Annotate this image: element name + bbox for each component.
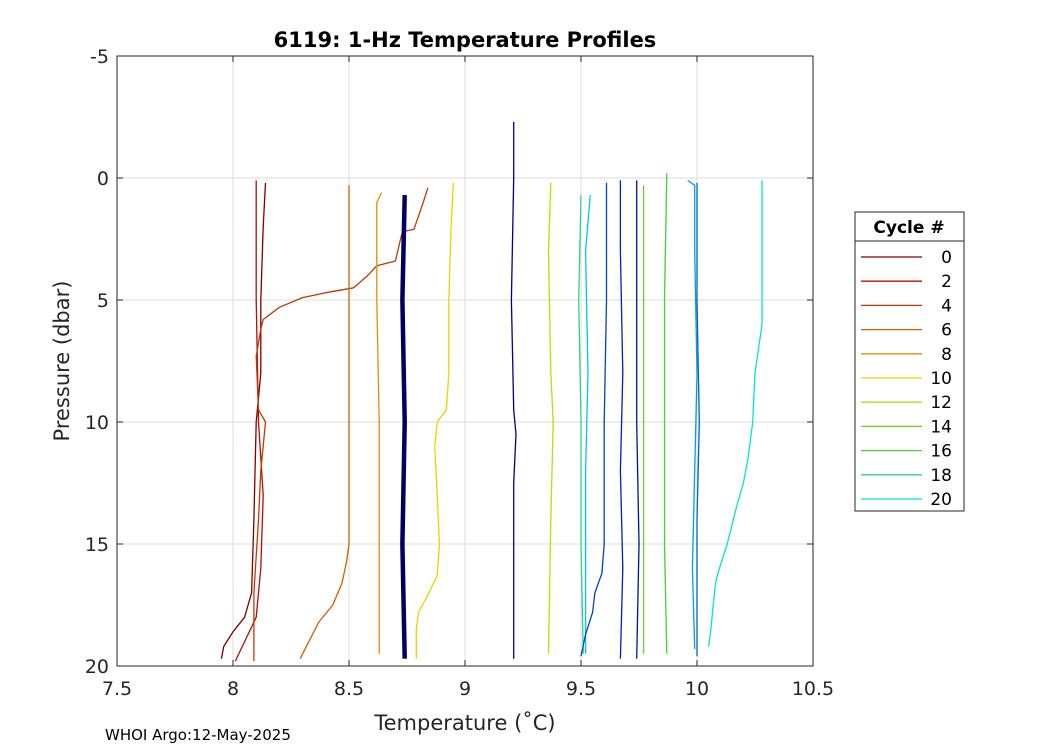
x-tick-label: 9	[459, 678, 471, 700]
footer-credit: WHOI Argo:12-May-2025	[105, 726, 291, 744]
series-line-cycle-18	[578, 195, 584, 654]
series-line-14	[580, 182, 608, 657]
series-line-cycle-10	[415, 182, 455, 659]
legend-entry: 16	[930, 442, 952, 462]
legend-title: Cycle #	[873, 218, 944, 238]
legend-entry: 12	[930, 393, 952, 413]
y-tick-label: 15	[85, 534, 109, 556]
series-line-cycle-12	[547, 182, 554, 654]
legend-entry: 20	[930, 490, 952, 510]
x-tick-label: 8	[227, 678, 239, 700]
series-line-17	[510, 121, 517, 659]
y-tick-label: 10	[85, 412, 109, 434]
legend-entry: 8	[941, 345, 952, 365]
x-tick-label: 9.5	[566, 678, 596, 700]
legend-entry: 18	[930, 466, 952, 486]
legend: Cycle # 0 2 4 6 8 10 12 14 16 18 20	[854, 211, 965, 512]
series-line-18	[400, 195, 407, 659]
series-line-16	[636, 180, 640, 659]
x-tick-label: 10	[685, 678, 709, 700]
legend-entry: 14	[930, 417, 952, 437]
x-axis: 7.5 8 8.5 9 9.5 10 10.5	[102, 56, 834, 700]
legend-entry: 10	[930, 369, 952, 389]
series-line-cycle-20	[707, 180, 763, 647]
y-tick-label: 0	[97, 168, 109, 190]
y-tick-label: 5	[97, 290, 109, 312]
y-tick-label: 20	[85, 656, 109, 678]
series-line-cycle-8	[376, 192, 383, 654]
series-line-11	[584, 195, 591, 654]
x-axis-label: Temperature (˚C)	[373, 711, 555, 735]
x-tick-label: 7.5	[102, 678, 132, 700]
chart-title: 6119: 1-Hz Temperature Profiles	[274, 28, 657, 52]
grid	[116, 55, 814, 667]
series-line-cycle-4	[253, 187, 429, 662]
legend-entry: 0	[941, 248, 952, 268]
series-line-15	[619, 180, 624, 659]
y-axis-label: Pressure (dbar)	[50, 281, 74, 442]
plot-series	[220, 121, 763, 662]
series-line-13	[696, 182, 700, 657]
y-tick-label: -5	[90, 46, 109, 68]
legend-entry: 4	[941, 296, 952, 316]
legend-box	[854, 211, 965, 512]
series-line-cycle-16	[663, 173, 668, 654]
legend-entry: 6	[941, 321, 952, 341]
y-axis: -5 0 5 10 15 20	[85, 46, 813, 678]
series-line-cycle-2	[234, 180, 264, 662]
x-tick-label: 10.5	[792, 678, 834, 700]
legend-items: 0 2 4 6 8 10 12 14 16 18 20	[861, 248, 952, 510]
series-line-cycle-6	[299, 185, 350, 659]
series-line-cycle-0	[220, 182, 267, 659]
x-tick-label: 8.5	[334, 678, 364, 700]
series-line-12	[687, 179, 698, 649]
legend-entry: 2	[941, 272, 952, 292]
